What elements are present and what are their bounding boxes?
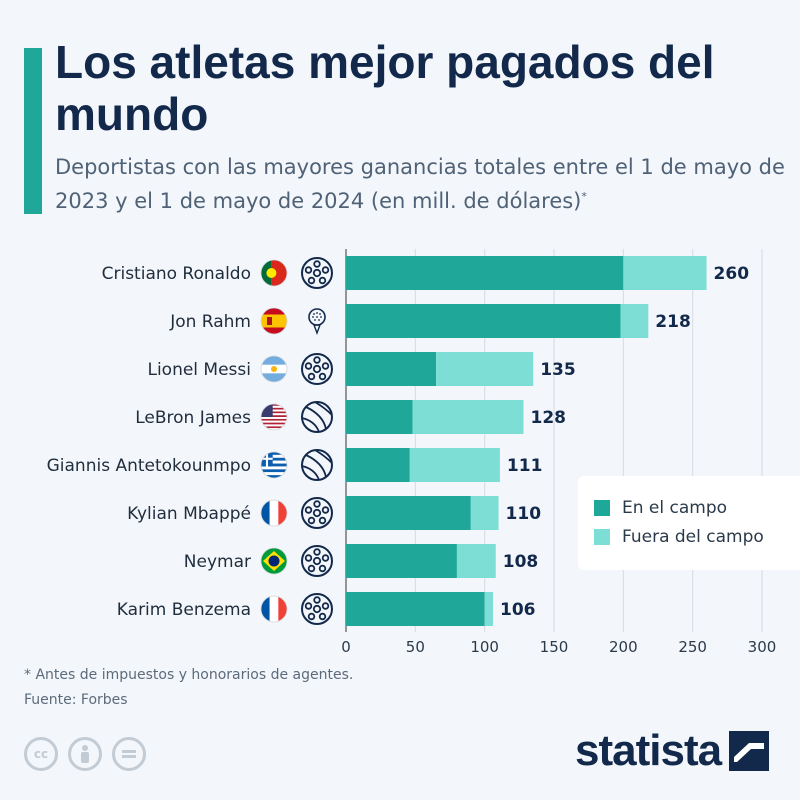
bar-off-field bbox=[436, 352, 534, 386]
legend-swatch-off-field bbox=[594, 529, 610, 545]
bar-on-field bbox=[346, 400, 413, 434]
flag-outline bbox=[260, 403, 288, 431]
bar-off-field bbox=[470, 496, 499, 530]
brand-name: statista bbox=[575, 726, 722, 775]
athlete-name-label: Neymar bbox=[184, 552, 251, 572]
athlete-name-label: Jon Rahm bbox=[169, 312, 251, 332]
flag-outline bbox=[260, 595, 288, 623]
soccer-ball-icon bbox=[301, 257, 333, 289]
source-note: Fuente: Forbes bbox=[24, 692, 128, 708]
statista-logo[interactable]: statista bbox=[575, 726, 770, 776]
x-tick-label: 50 bbox=[406, 638, 425, 656]
flag-outline bbox=[260, 451, 288, 479]
bar-on-field bbox=[346, 544, 457, 578]
legend-label-on-field: En el campo bbox=[622, 498, 728, 518]
basketball-icon bbox=[301, 401, 333, 433]
x-tick-label: 100 bbox=[470, 638, 499, 656]
flag-outline bbox=[260, 259, 288, 287]
bar-off-field bbox=[620, 304, 649, 338]
soccer-ball-icon bbox=[301, 545, 333, 577]
france-flag-icon bbox=[261, 596, 287, 622]
athlete-name-label: Karim Benzema bbox=[117, 600, 251, 620]
soccer-ball-icon bbox=[301, 353, 333, 385]
legend-swatch-on-field bbox=[594, 500, 610, 516]
brazil-flag-icon bbox=[261, 548, 287, 574]
title-accent-bar bbox=[24, 48, 42, 214]
subtitle-footnote-mark: * bbox=[581, 190, 587, 203]
bar-total-label: 108 bbox=[503, 552, 539, 572]
portugal-flag-icon bbox=[261, 260, 287, 286]
argentina-flag-icon bbox=[261, 356, 287, 382]
athlete-name-label: Kylian Mbappé bbox=[127, 504, 251, 524]
bar-off-field bbox=[484, 592, 493, 626]
bar-total-label: 111 bbox=[507, 456, 543, 476]
golf-ball-icon bbox=[308, 308, 326, 335]
bar-total-label: 135 bbox=[540, 360, 576, 380]
flag-outline bbox=[260, 547, 288, 575]
bar-off-field bbox=[456, 544, 496, 578]
license-icons: cc bbox=[24, 737, 156, 771]
flag-outline bbox=[260, 499, 288, 527]
x-tick-label: 150 bbox=[540, 638, 569, 656]
page-subtitle: Deportistas con las mayores ganancias to… bbox=[55, 152, 785, 216]
x-tick-label: 0 bbox=[341, 638, 351, 656]
legend-item-on-field: En el campo bbox=[594, 498, 727, 518]
bar-total-label: 110 bbox=[506, 504, 542, 524]
athlete-name-label: Cristiano Ronaldo bbox=[102, 264, 251, 284]
footnote: * Antes de impuestos y honorarios de age… bbox=[24, 667, 354, 683]
subtitle-text: Deportistas con las mayores ganancias to… bbox=[55, 155, 785, 213]
bar-total-label: 128 bbox=[530, 408, 566, 428]
athlete-name-label: Lionel Messi bbox=[147, 360, 251, 380]
chart-legend: En el campo Fuera del campo bbox=[578, 476, 800, 570]
soccer-ball-icon bbox=[301, 593, 333, 625]
legend-label-off-field: Fuera del campo bbox=[622, 527, 764, 547]
bar-off-field bbox=[412, 400, 524, 434]
bar-off-field bbox=[409, 448, 500, 482]
bar-on-field bbox=[346, 352, 437, 386]
bar-on-field bbox=[346, 496, 471, 530]
legend-item-off-field: Fuera del campo bbox=[594, 527, 764, 547]
bar-total-label: 218 bbox=[655, 312, 691, 332]
bar-on-field bbox=[346, 592, 485, 626]
bar-on-field bbox=[346, 448, 410, 482]
greece-flag-icon bbox=[261, 452, 287, 478]
athlete-name-label: Giannis Antetokounmpo bbox=[47, 456, 251, 476]
equals-icon[interactable] bbox=[112, 737, 146, 771]
spain-flag-icon bbox=[261, 308, 287, 334]
flag-outline bbox=[260, 355, 288, 383]
bar-on-field bbox=[346, 256, 624, 290]
bar-on-field bbox=[346, 304, 621, 338]
basketball-icon bbox=[301, 449, 333, 481]
person-icon[interactable] bbox=[68, 737, 102, 771]
bar-total-label: 260 bbox=[714, 264, 750, 284]
flag-outline bbox=[260, 307, 288, 335]
athlete-name-label: LeBron James bbox=[135, 408, 251, 428]
x-tick-label: 250 bbox=[678, 638, 707, 656]
bar-total-label: 106 bbox=[500, 600, 536, 620]
x-tick-label: 300 bbox=[748, 638, 777, 656]
statista-mark-icon bbox=[729, 731, 770, 771]
bar-off-field bbox=[623, 256, 707, 290]
soccer-ball-icon bbox=[301, 497, 333, 529]
cc-icon[interactable]: cc bbox=[24, 737, 58, 771]
france-flag-icon bbox=[261, 500, 287, 526]
usa-flag-icon bbox=[261, 404, 287, 430]
page-title: Los atletas mejor pagados del mundo bbox=[55, 36, 715, 140]
x-tick-label: 200 bbox=[609, 638, 638, 656]
